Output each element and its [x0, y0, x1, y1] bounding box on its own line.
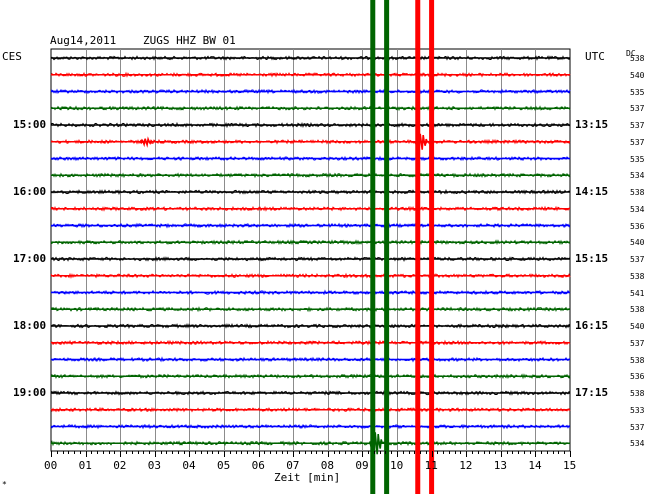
left-time-label: 17:00: [13, 252, 47, 265]
dc-offset-value: 540: [630, 238, 645, 248]
dc-offset-value: 538: [630, 389, 645, 398]
event-clipped-band: [429, 0, 435, 494]
right-time-label: 13:15: [575, 118, 609, 131]
x-tick-label: 15: [563, 459, 577, 472]
dc-offset-value: 537: [630, 255, 645, 264]
left-time-label: 16:00: [13, 185, 47, 198]
x-tick-label: 09: [355, 459, 369, 472]
x-tick-label: 10: [390, 459, 404, 472]
x-tick-label: 06: [251, 459, 265, 472]
dc-offset-value: 538: [630, 271, 645, 281]
right-timezone-label: UTC: [585, 50, 605, 63]
event-overlays: [139, 0, 435, 494]
dc-offset-value: 535: [630, 154, 645, 164]
dc-offset-value: 536: [630, 372, 645, 382]
dc-offset-value: 534: [630, 204, 645, 214]
x-tick-label: 04: [182, 459, 196, 472]
x-tick-label: 03: [147, 459, 162, 472]
dc-offset-value: 534: [630, 439, 645, 449]
dc-offset-value: 536: [630, 221, 645, 231]
dc-offset-value: 533: [630, 405, 645, 415]
x-tick-label: 05: [217, 459, 231, 472]
dc-offset-value: 537: [630, 338, 645, 348]
dc-offset-value: 540: [630, 322, 645, 331]
x-tick-label: 00: [44, 459, 58, 472]
right-time-label: 16:15: [575, 319, 609, 332]
right-time-label: 17:15: [575, 386, 609, 399]
left-time-label: 15:00: [13, 118, 47, 131]
event-clipped-band: [370, 0, 376, 494]
dc-offset-value: 537: [630, 137, 645, 147]
x-tick-label: 13: [493, 459, 508, 472]
x-tick-label: 07: [286, 459, 300, 472]
dc-offset-value: 535: [630, 87, 645, 97]
dc-offset-value: 534: [630, 171, 645, 181]
event-waveform: [139, 136, 153, 148]
dc-offset-value: 537: [630, 121, 645, 130]
date-label: Aug14,2011: [50, 34, 117, 47]
event-clipped-band: [384, 0, 390, 494]
left-timezone-label: CES: [2, 50, 22, 63]
x-tick-label: 02: [113, 459, 127, 472]
dc-offset-value: 538: [630, 355, 645, 365]
plot-frame: [50, 48, 571, 452]
event-clipped-band: [415, 0, 421, 494]
right-time-label: 15:15: [575, 252, 609, 265]
x-tick-label: 01: [78, 459, 92, 472]
dc-offset-value: 541: [630, 288, 645, 298]
dc-offset-value: 537: [630, 104, 645, 114]
x-tick-label: 12: [459, 459, 473, 472]
dc-offset-value: 540: [630, 70, 645, 80]
dc-offset-value: 538: [630, 54, 645, 63]
x-tick-label: 14: [528, 459, 542, 472]
corner-mark: *: [2, 480, 7, 489]
dc-offset-value: 537: [630, 422, 645, 432]
x-tick-label: 11: [424, 459, 438, 472]
x-tick-label: 08: [320, 459, 335, 472]
left-time-label: 18:00: [13, 319, 47, 332]
dc-offset-value: 538: [630, 188, 645, 197]
right-time-label: 14:15: [575, 185, 609, 198]
seismic-traces: [50, 55, 571, 447]
plot-grid: [50, 48, 571, 452]
x-axis-ticks: [51, 451, 571, 457]
x-axis-label: Zeit [min]: [274, 471, 341, 484]
dc-label: DC: [626, 49, 636, 58]
left-time-label: 19:00: [13, 386, 47, 399]
dc-offset-value: 538: [630, 305, 645, 315]
station-label: ZUGS HHZ BW 01: [143, 34, 236, 47]
